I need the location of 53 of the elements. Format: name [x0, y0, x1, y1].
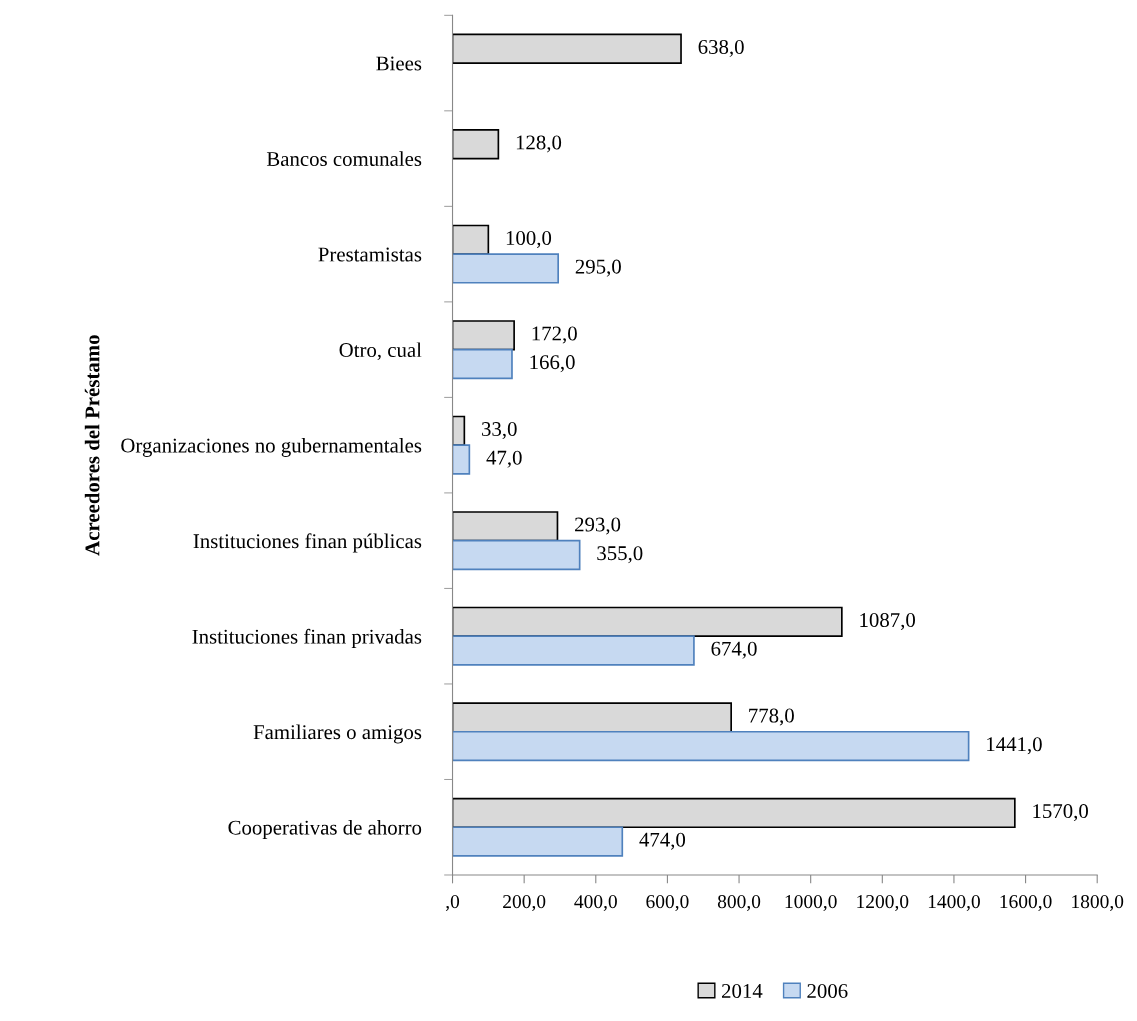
bar: [452, 348, 513, 380]
y-tick-label: Organizaciones no gubernamentales: [121, 437, 422, 457]
bar: [452, 826, 624, 857]
y-tick-label: Familiares o amigos: [253, 724, 422, 744]
data-label: 166,0: [530, 355, 575, 373]
y-axis-title: Acreedores del Préstamo: [84, 335, 100, 556]
x-tick-label: 200,0: [503, 895, 546, 911]
data-label: 1087,0: [860, 613, 915, 631]
y-tick-label: Bancos comunales: [266, 151, 422, 167]
y-tick-label: Instituciones finan públicas: [193, 533, 422, 553]
bar: [452, 797, 1016, 829]
bar: [452, 702, 733, 733]
bar: [452, 320, 515, 351]
x-tick-label: ,0: [445, 895, 460, 911]
data-label: 172,0: [532, 326, 577, 344]
y-tick-label: Biees: [376, 56, 422, 71]
data-label: 47,0: [486, 450, 522, 468]
data-label: 128,0: [516, 135, 562, 153]
bar: [452, 539, 581, 571]
legend-label: 2014: [721, 983, 763, 999]
data-label: 355,0: [597, 546, 643, 564]
data-label: 33,0: [482, 421, 517, 440]
bar: [452, 33, 682, 64]
x-tick-label: 600,0: [646, 895, 689, 911]
y-tick-label: Prestamistas: [318, 247, 422, 262]
data-label: 778,0: [749, 708, 794, 726]
data-label: 638,0: [698, 39, 744, 57]
x-tick-label: 1600,0: [1000, 895, 1052, 911]
x-tick-label: 1800,0: [1072, 895, 1124, 911]
x-tick-label: 400,0: [574, 895, 617, 911]
bar: [452, 511, 559, 542]
data-label: 474,0: [639, 832, 686, 850]
y-tick-label: Cooperativas de ahorro: [228, 820, 422, 839]
bar: [452, 224, 490, 255]
bar: [452, 253, 560, 284]
x-tick-label: 1400,0: [928, 895, 980, 911]
x-tick-label: 1200,0: [857, 895, 909, 911]
data-label: 1441,0: [987, 737, 1042, 755]
x-tick-label: 1000,0: [785, 895, 837, 911]
y-tick-label: Instituciones finan privadas: [192, 628, 422, 648]
bar: [452, 606, 843, 638]
data-label: 100,0: [506, 230, 552, 248]
x-tick-label: 800,0: [717, 895, 761, 911]
data-label: 295,0: [575, 259, 621, 277]
bar: [452, 635, 695, 666]
bar: [452, 444, 471, 475]
legend-label: 2006: [807, 983, 848, 999]
data-label: 674,0: [711, 641, 757, 659]
data-label: 293,0: [575, 517, 621, 535]
bar: [452, 129, 500, 160]
data-label: 1570,0: [1033, 804, 1088, 822]
y-tick-label: Otro, cual: [339, 342, 422, 361]
bar: [452, 730, 970, 762]
